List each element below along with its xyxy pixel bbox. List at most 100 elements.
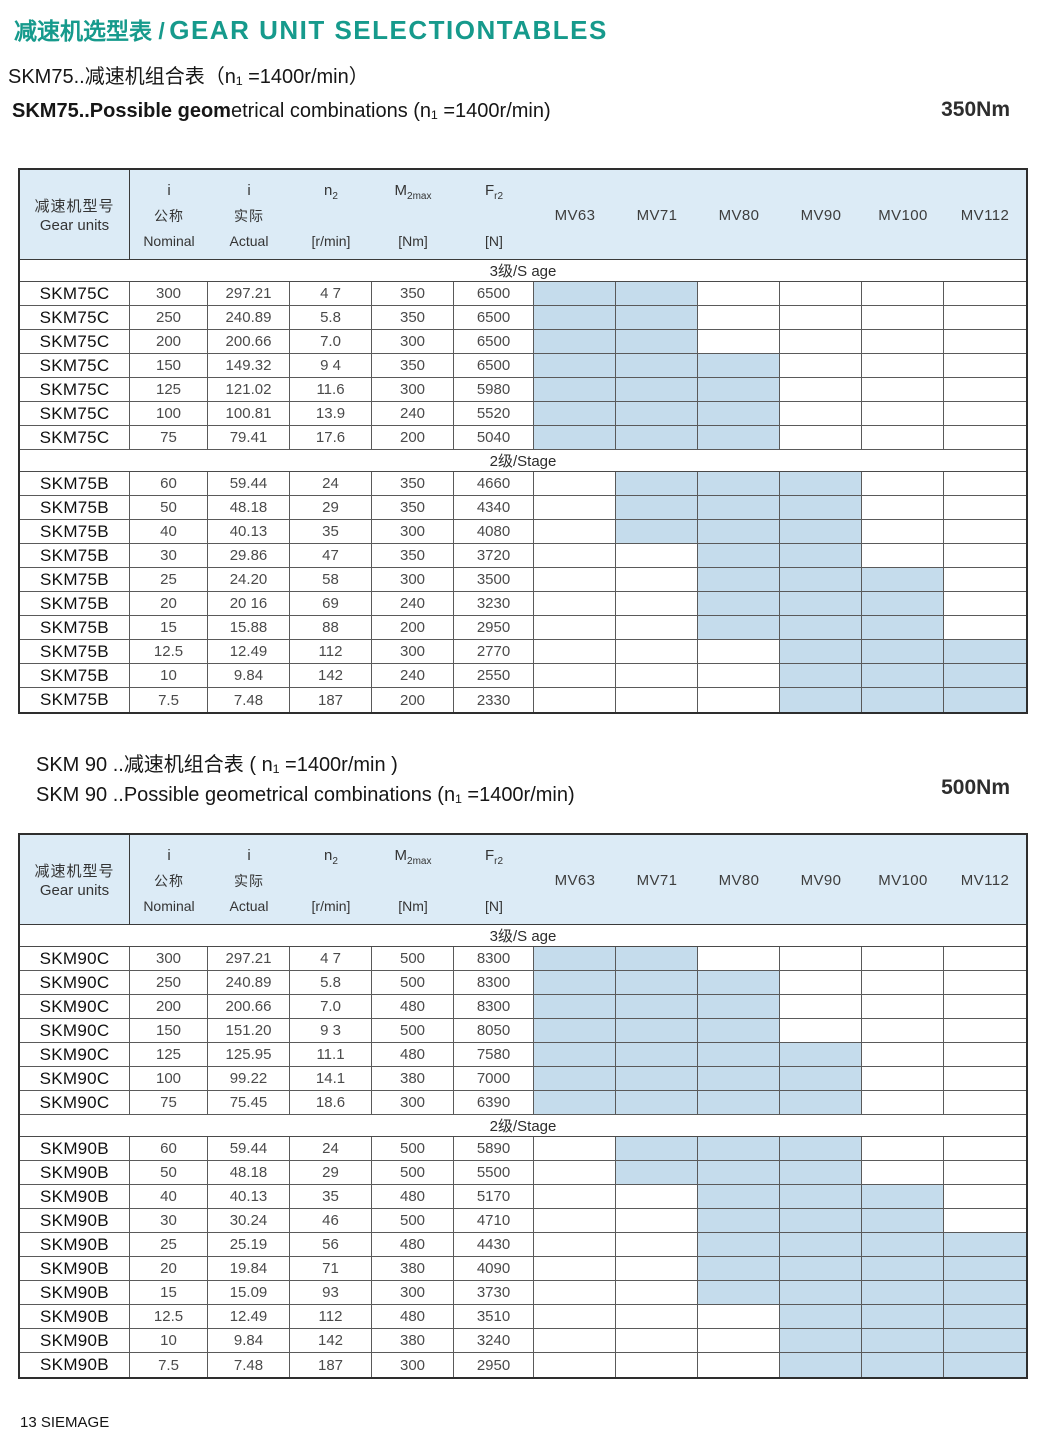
gear-unit-cell: SKM90C — [20, 1067, 130, 1091]
value-cell: 151.20 — [208, 1019, 290, 1043]
gear-unit-cell: SKM90B — [20, 1185, 130, 1209]
column-symbol: i — [167, 847, 171, 864]
value-cell: 3510 — [454, 1305, 534, 1329]
value-cell: 300 — [372, 330, 454, 354]
mv-available-cell — [862, 1353, 944, 1377]
value-cell: 4340 — [454, 496, 534, 520]
mv-available-cell — [534, 1067, 616, 1091]
value-cell: 40.13 — [208, 1185, 290, 1209]
value-cell: 88 — [290, 616, 372, 640]
mv-empty-cell — [862, 1091, 944, 1115]
mv-available-cell — [862, 688, 944, 712]
mv-available-cell — [944, 664, 1026, 688]
value-cell: 380 — [372, 1329, 454, 1353]
mv-empty-cell — [616, 1353, 698, 1377]
column-header-nm: M2max [Nm] — [372, 170, 454, 260]
mv-available-cell — [698, 1067, 780, 1091]
mv-empty-cell — [944, 282, 1026, 306]
mv-available-cell — [862, 664, 944, 688]
value-cell: 60 — [130, 472, 208, 496]
mv-available-cell — [944, 1281, 1026, 1305]
mv-empty-cell — [780, 1019, 862, 1043]
mv-available-cell — [534, 354, 616, 378]
mv-available-cell — [862, 1185, 944, 1209]
column-header-mv100: MV100 — [862, 835, 944, 925]
mv-available-cell — [698, 1185, 780, 1209]
value-cell: 71 — [290, 1257, 372, 1281]
column-header-mv71: MV71 — [616, 170, 698, 260]
value-cell: 480 — [372, 1043, 454, 1067]
value-cell: 12.49 — [208, 640, 290, 664]
value-cell: 4 7 — [290, 947, 372, 971]
mv-empty-cell — [862, 426, 944, 450]
value-cell: 10 — [130, 664, 208, 688]
gear-unit-cell: SKM90B — [20, 1257, 130, 1281]
stage-band-label: 3级/S age — [20, 260, 1026, 282]
gear-unit-cell: SKM75C — [20, 282, 130, 306]
value-cell: 240 — [372, 402, 454, 426]
mv-available-cell — [616, 1043, 698, 1067]
mv-available-cell — [780, 616, 862, 640]
mv-empty-cell — [616, 1209, 698, 1233]
gear-unit-cell: SKM90C — [20, 971, 130, 995]
mv-empty-cell — [944, 1137, 1026, 1161]
mv-available-cell — [698, 1281, 780, 1305]
skm90-subtitle-zh: SKM 90 ..减速机组合表 ( n₁ =1400r/min ) — [36, 754, 398, 776]
value-cell: 3730 — [454, 1281, 534, 1305]
mv-empty-cell — [862, 330, 944, 354]
mv-empty-cell — [534, 688, 616, 712]
mv-available-cell — [616, 995, 698, 1019]
value-cell: 4080 — [454, 520, 534, 544]
value-cell: 125 — [130, 1043, 208, 1067]
gear-unit-cell: SKM75B — [20, 592, 130, 616]
mv-available-cell — [534, 971, 616, 995]
value-cell: 8300 — [454, 947, 534, 971]
mv-available-cell — [698, 402, 780, 426]
value-cell: 35 — [290, 1185, 372, 1209]
value-cell: 142 — [290, 664, 372, 688]
mv-available-cell — [698, 426, 780, 450]
value-cell: 125 — [130, 378, 208, 402]
value-cell: 3500 — [454, 568, 534, 592]
value-cell: 4 7 — [290, 282, 372, 306]
column-symbol: M2max — [394, 182, 432, 202]
value-cell: 7000 — [454, 1067, 534, 1091]
value-cell: 75 — [130, 426, 208, 450]
skm75-torque-rating: 350Nm — [941, 98, 1010, 121]
mv-empty-cell — [944, 1209, 1026, 1233]
value-cell: 500 — [372, 1019, 454, 1043]
value-cell: 79.41 — [208, 426, 290, 450]
gear-unit-cell: SKM75C — [20, 330, 130, 354]
gear-unit-cell: SKM75B — [20, 640, 130, 664]
mv-available-cell — [698, 1091, 780, 1115]
value-cell: 7.0 — [290, 330, 372, 354]
value-cell: 350 — [372, 354, 454, 378]
value-cell: 10 — [130, 1329, 208, 1353]
mv-empty-cell — [862, 472, 944, 496]
mv-available-cell — [534, 1091, 616, 1115]
mv-empty-cell — [862, 354, 944, 378]
mv-available-cell — [616, 330, 698, 354]
column-symbol-subscript: r2 — [494, 191, 504, 202]
value-cell: 12.5 — [130, 1305, 208, 1329]
mv-available-cell — [780, 496, 862, 520]
value-cell: 15.88 — [208, 616, 290, 640]
mv-available-cell — [944, 640, 1026, 664]
mv-empty-cell — [534, 664, 616, 688]
value-cell: 2950 — [454, 1353, 534, 1377]
mv-empty-cell — [698, 1305, 780, 1329]
column-unit-label: Actual — [229, 898, 269, 914]
column-unit-label: Nominal — [143, 233, 195, 249]
mv-empty-cell — [616, 640, 698, 664]
value-cell: 187 — [290, 688, 372, 712]
value-cell: 150 — [130, 1019, 208, 1043]
mv-empty-cell — [698, 947, 780, 971]
column-header-nominal: i 公称 Nominal — [130, 835, 208, 925]
mv-empty-cell — [780, 947, 862, 971]
value-cell: 25 — [130, 1233, 208, 1257]
gear-unit-cell: SKM75B — [20, 544, 130, 568]
mv-available-cell — [780, 1137, 862, 1161]
value-cell: 200 — [130, 330, 208, 354]
value-cell: 300 — [372, 640, 454, 664]
mv-empty-cell — [862, 1161, 944, 1185]
